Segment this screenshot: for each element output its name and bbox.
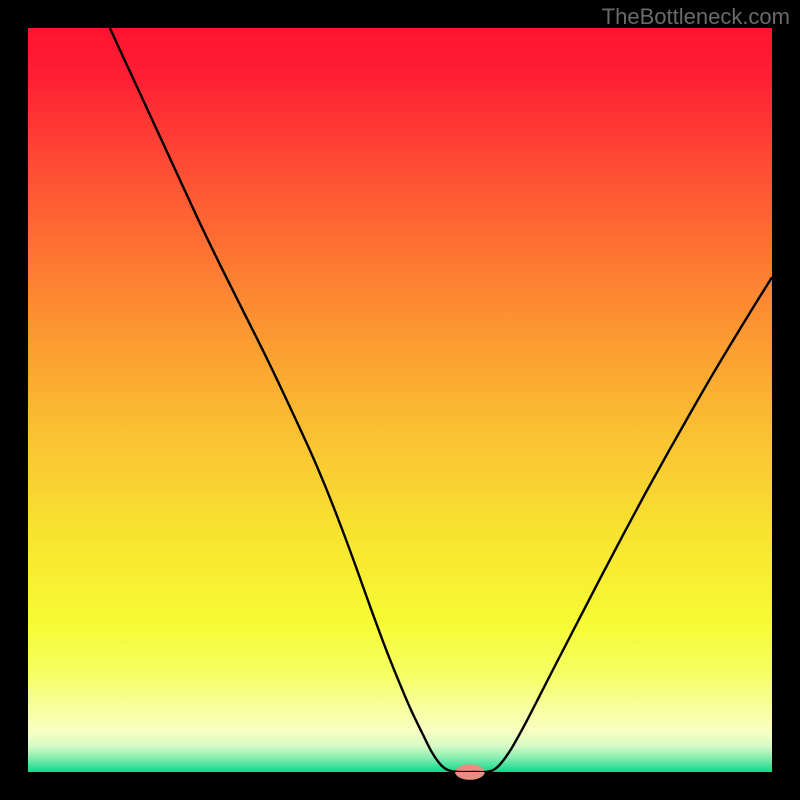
watermark-label: TheBottleneck.com bbox=[602, 4, 790, 30]
bottleneck-chart: TheBottleneck.com bbox=[0, 0, 800, 800]
chart-svg bbox=[0, 0, 800, 800]
